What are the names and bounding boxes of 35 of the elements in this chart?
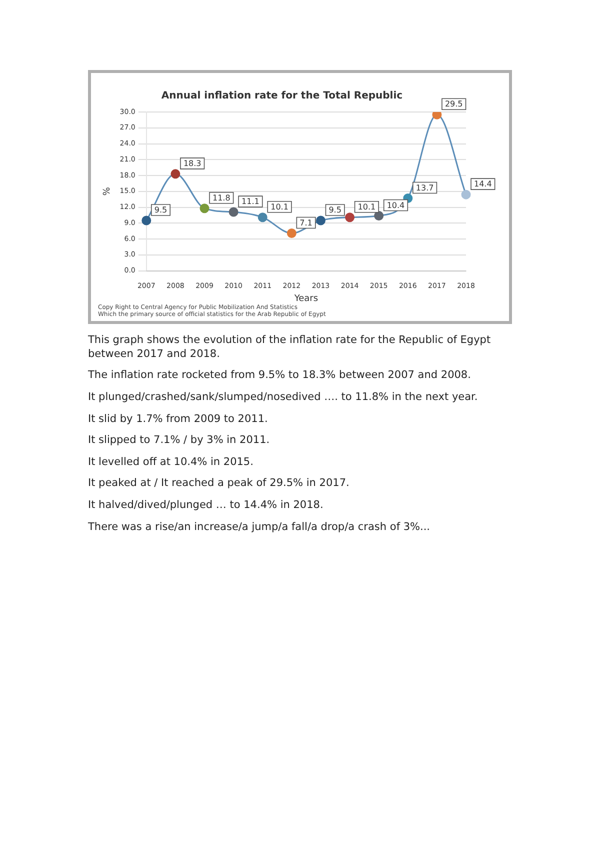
point: [286, 228, 296, 238]
y-axis-title: %: [102, 186, 113, 196]
text: The inflation rate rocketed from 9.5% to 18.3% between 2007 and 2008.: [88, 369, 472, 383]
point: [228, 207, 238, 217]
data-label: 11.1: [242, 197, 260, 206]
point: [345, 212, 355, 222]
point: [316, 216, 326, 226]
data-label: 18.3: [183, 159, 202, 168]
chart-title: Annual inflation rate for the Total Republic: [161, 90, 403, 102]
data-label: 10.1: [358, 202, 376, 212]
text: It peaked at / It reached a peak of 29.5% in 2017.: [88, 477, 350, 492]
point: [461, 190, 471, 200]
data-label: 9.5: [154, 206, 168, 215]
text: It slid by 1.7% from 2009 to 2011.: [88, 412, 269, 426]
point: [142, 216, 152, 226]
data-label: 14.4: [474, 180, 492, 189]
data-label: 11.8: [212, 193, 230, 202]
data-label: 10.4: [386, 200, 405, 210]
point: [258, 212, 268, 222]
point: [374, 211, 384, 220]
text: There was a rise/an increase/a jump/a fall/a drop/a crash of 3%...: [88, 520, 432, 534]
text: It levelled off at 10.4% in 2015.: [88, 456, 254, 470]
x-axis-title: Years: [293, 294, 318, 304]
data-label: 13.7: [416, 183, 434, 192]
point: [170, 169, 180, 179]
text: This graph shows the evolution of the inflation rate for the Republic of Egypt between 2017 and 2018.: [88, 334, 492, 362]
text: It slipped to 7.1% / by 3% in 2011.: [88, 434, 271, 448]
text: It plunged/crashed/sank/slumped/nosedived …. to 11.8% in the next year.: [88, 390, 479, 405]
point: [200, 204, 210, 214]
data-label: 29.5: [444, 100, 463, 109]
data-label: 7.1: [300, 218, 312, 228]
text: It halved/dived/plunged … to 14.4% in 2018.: [88, 499, 324, 513]
data-label: 9.5: [328, 206, 342, 215]
data-label: 10.1: [270, 202, 288, 212]
point: [432, 112, 442, 120]
